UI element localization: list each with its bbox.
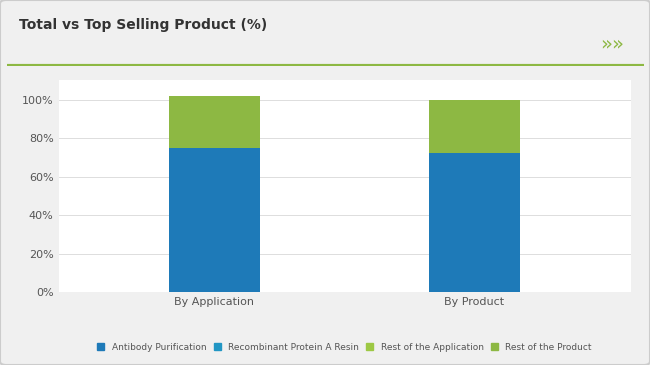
Bar — [429, 100, 520, 153]
Text: »»: »» — [601, 34, 625, 54]
Text: Total vs Top Selling Product (%): Total vs Top Selling Product (%) — [20, 18, 268, 32]
Legend: Antibody Purification, Recombinant Protein A Resin, Rest of the Application, Res: Antibody Purification, Recombinant Prote… — [98, 343, 592, 352]
Bar — [169, 148, 260, 292]
Bar — [169, 96, 260, 148]
Bar — [429, 153, 520, 292]
